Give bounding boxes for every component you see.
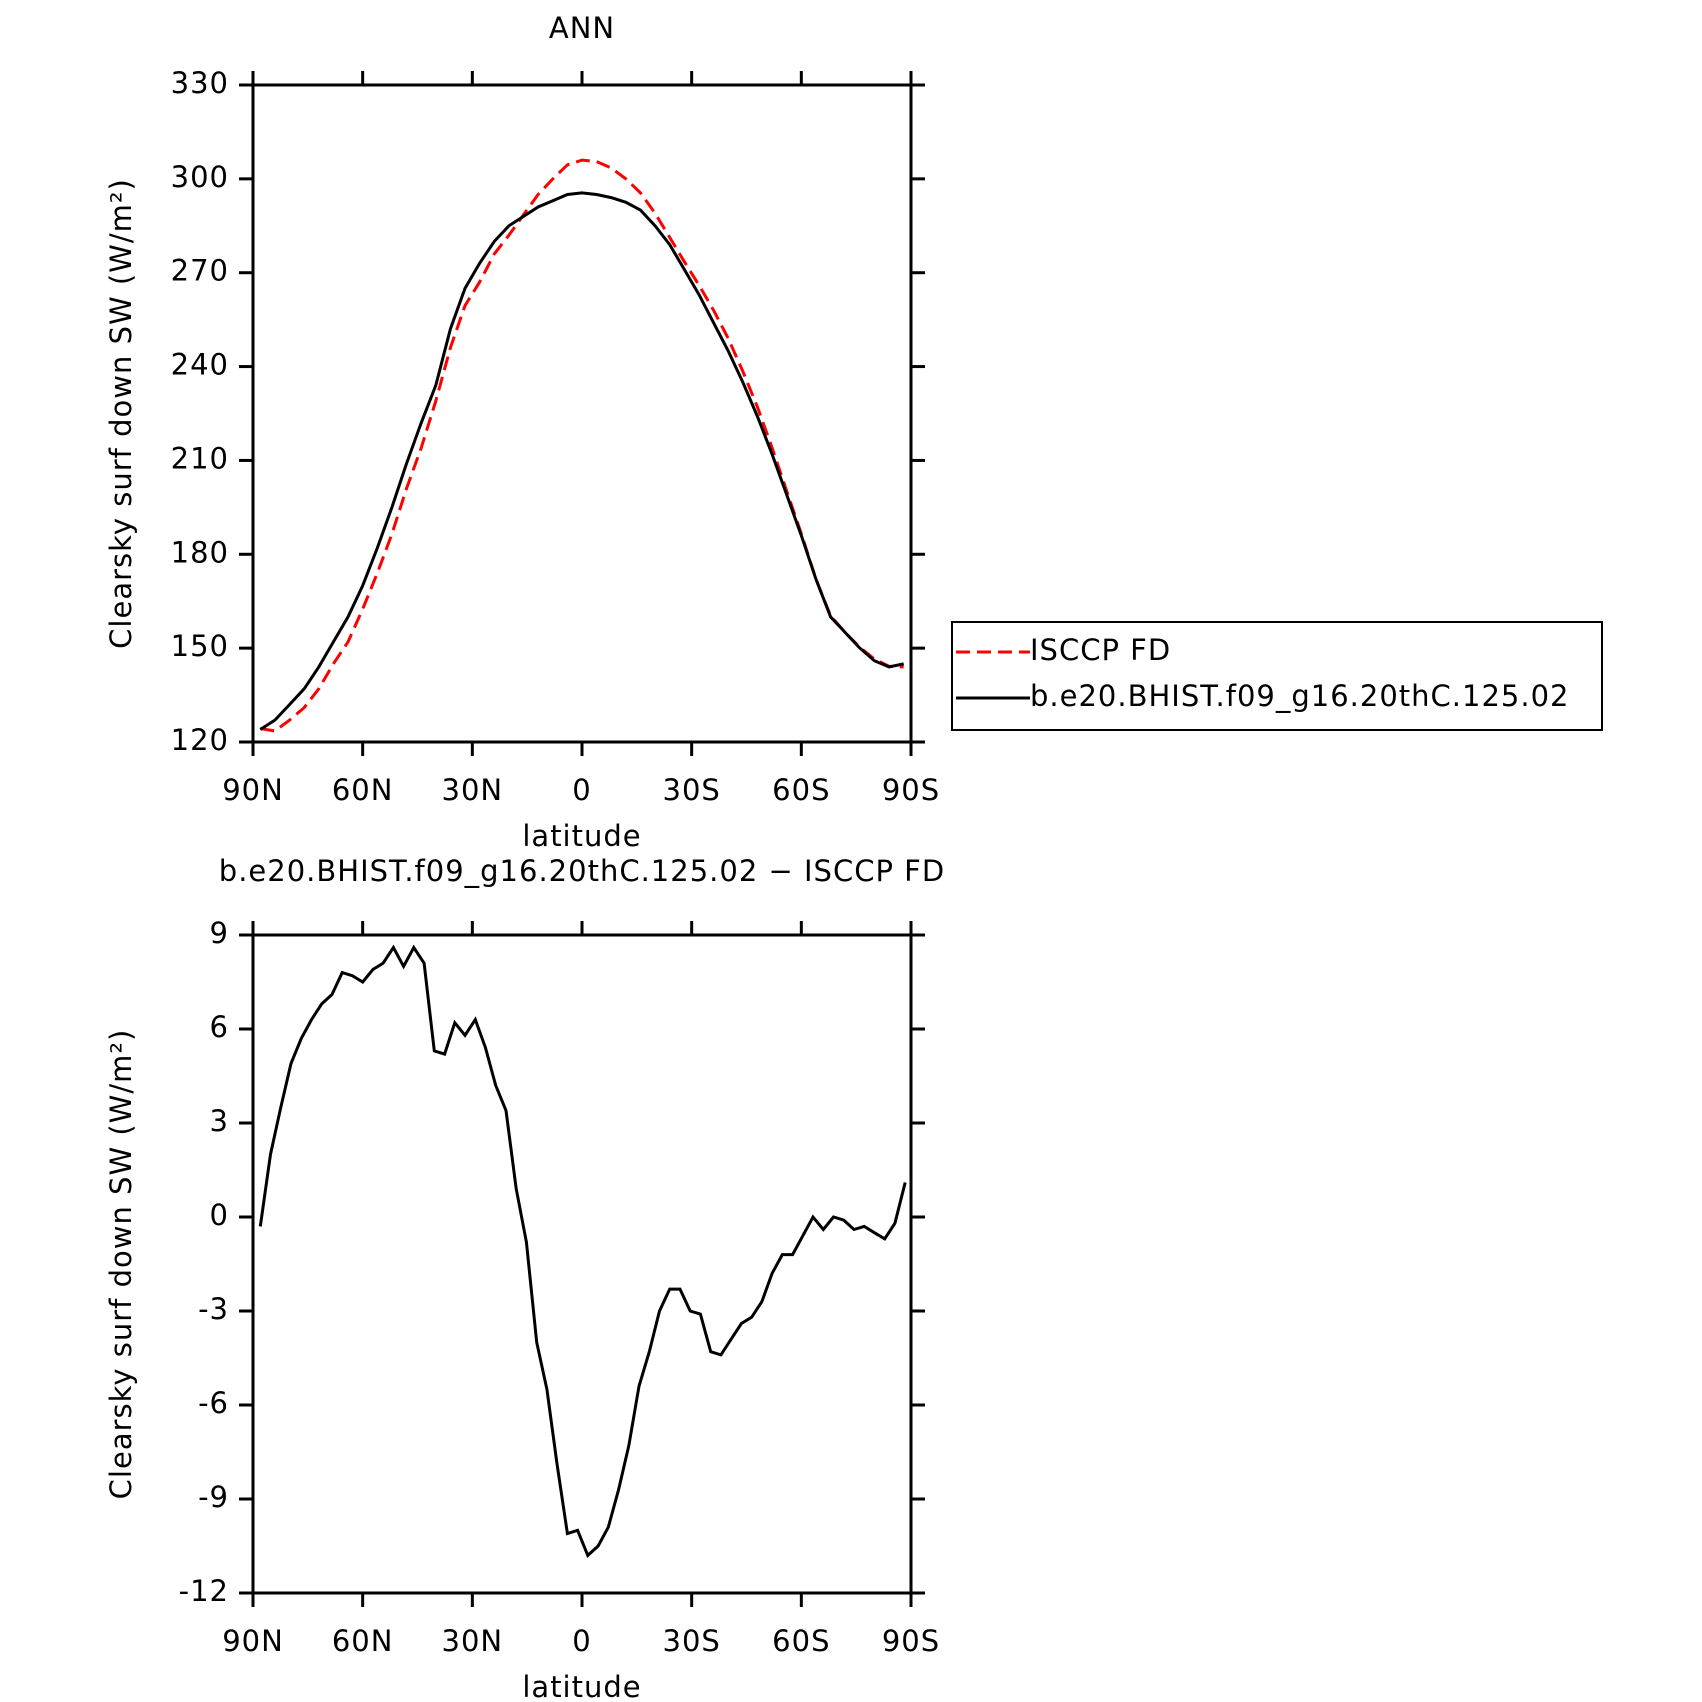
y-tick-label: 300 — [171, 160, 229, 194]
x-tick-label: 90S — [882, 1624, 940, 1658]
y-tick-label: 180 — [171, 535, 229, 569]
x-axis-label: latitude — [522, 1670, 641, 1702]
y-tick-label: 9 — [210, 916, 229, 950]
y-tick-label: 3 — [210, 1104, 229, 1138]
y-tick-label: 120 — [171, 723, 229, 757]
y-tick-label: 240 — [171, 348, 229, 382]
chart-title: b.e20.BHIST.f09_g16.20thC.125.02 − ISCCP… — [219, 854, 945, 888]
chart-title: ANN — [549, 11, 615, 45]
x-tick-label: 90N — [222, 773, 284, 807]
plot-frame — [251, 933, 913, 1595]
x-tick-label: 60S — [772, 1624, 830, 1658]
y-tick-label: 210 — [171, 441, 229, 475]
y-tick-label: -6 — [198, 1386, 229, 1420]
x-tick-label: 30N — [442, 773, 504, 807]
legend-label: ISCCP FD — [1030, 633, 1171, 667]
data-line — [260, 158, 904, 733]
y-tick-label: -3 — [198, 1292, 229, 1326]
x-tick-label: 90N — [222, 1624, 284, 1658]
y-tick-label: 270 — [171, 254, 229, 288]
x-axis-label: latitude — [522, 819, 641, 853]
y-tick-label: 6 — [210, 1010, 229, 1044]
legend-box — [951, 621, 1603, 731]
y-tick-label: -9 — [198, 1480, 229, 1514]
y-tick-label: 0 — [210, 1198, 229, 1232]
x-tick-label: 0 — [572, 773, 591, 807]
y-axis-label: Clearsky surf down SW (W/m²) — [104, 1029, 138, 1500]
y-tick-label: 330 — [171, 66, 229, 100]
x-tick-label: 60N — [332, 1624, 394, 1658]
legend-label: b.e20.BHIST.f09_g16.20thC.125.02 — [1030, 679, 1569, 713]
x-tick-label: 30S — [663, 773, 721, 807]
data-line — [258, 944, 907, 1558]
x-tick-label: 60N — [332, 773, 394, 807]
x-tick-label: 60S — [772, 773, 830, 807]
x-tick-label: 90S — [882, 773, 940, 807]
y-axis-label: Clearsky surf down SW (W/m²) — [104, 178, 138, 649]
y-tick-label: -12 — [179, 1574, 229, 1608]
x-tick-label: 0 — [572, 1624, 591, 1658]
data-line — [259, 191, 905, 731]
y-tick-label: 150 — [171, 629, 229, 663]
x-tick-label: 30N — [442, 1624, 504, 1658]
x-tick-label: 30S — [663, 1624, 721, 1658]
plot-frame — [251, 83, 913, 744]
